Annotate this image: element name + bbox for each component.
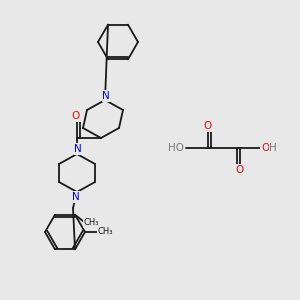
Text: CH₃: CH₃: [97, 227, 113, 236]
Text: HO: HO: [168, 143, 184, 153]
Text: O: O: [236, 165, 244, 175]
Text: H: H: [269, 143, 277, 153]
Text: N: N: [74, 144, 82, 154]
Text: O: O: [261, 143, 269, 153]
Text: O: O: [72, 111, 80, 121]
Text: N: N: [102, 91, 110, 101]
Text: CH₃: CH₃: [83, 218, 99, 227]
Text: O: O: [204, 121, 212, 131]
Text: N: N: [72, 192, 80, 202]
